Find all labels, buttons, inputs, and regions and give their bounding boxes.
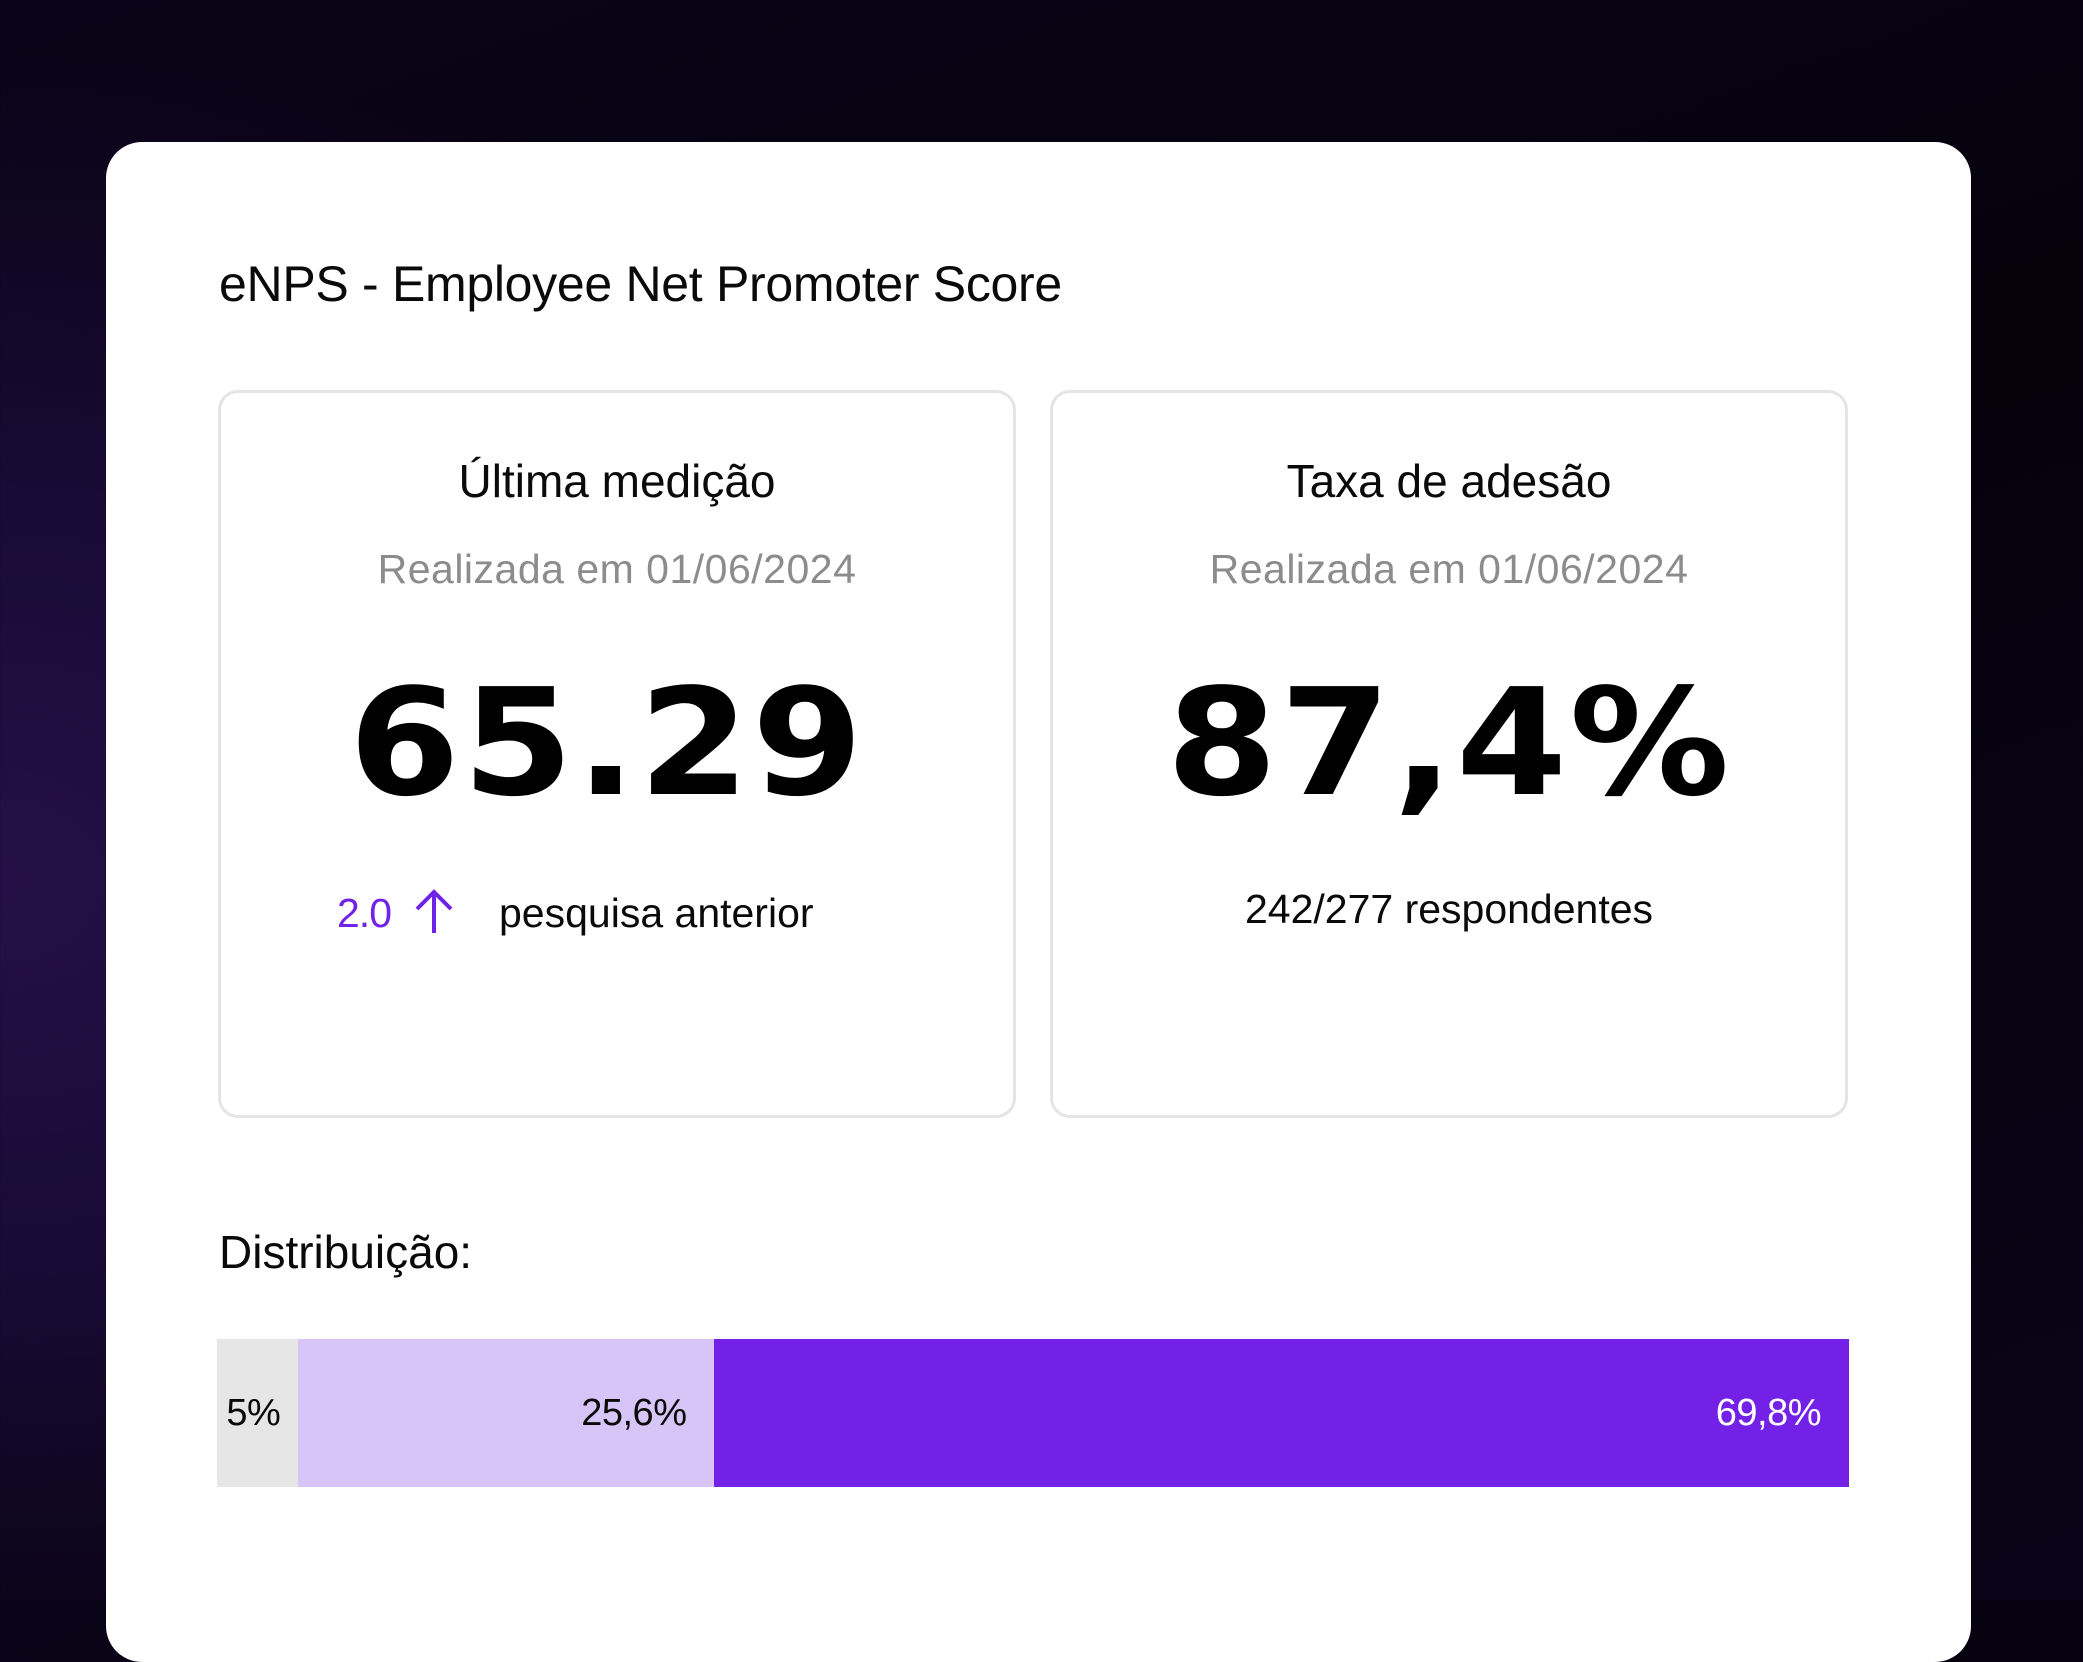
last-measurement-card: Última medição Realizada em 01/06/2024 6… — [218, 390, 1016, 1118]
segment-label: 69,8% — [1715, 1391, 1822, 1434]
enps-panel: eNPS - Employee Net Promoter Score Últim… — [106, 142, 1971, 1662]
passives-segment: 25,6% — [298, 1339, 715, 1487]
distribution-title: Distribuição: — [219, 1226, 473, 1278]
score-delta: 2.0 pesquisa anterior — [221, 883, 1013, 939]
detractors-segment: 5% — [217, 1339, 299, 1487]
adhesion-rate-card: Taxa de adesão Realizada em 01/06/2024 8… — [1050, 390, 1848, 1118]
delta-value: 2.0 — [337, 890, 392, 936]
arrow-up-icon — [413, 889, 455, 933]
measurement-date: Realizada em 01/06/2024 — [377, 546, 857, 592]
card-title: Taxa de adesão — [1286, 455, 1612, 507]
respondents-count: 242/277 respondentes — [1053, 883, 1845, 935]
card-title: Última medição — [458, 455, 776, 507]
measurement-date: Realizada em 01/06/2024 — [1209, 546, 1689, 592]
enps-score: 65.29 — [348, 657, 866, 829]
respondents-label: 242/277 respondentes — [1244, 886, 1654, 932]
segment-label: 5% — [226, 1391, 281, 1434]
page-title: eNPS - Employee Net Promoter Score — [219, 256, 1062, 312]
promoters-segment: 69,8% — [714, 1339, 1849, 1487]
adhesion-rate-value: 87,4% — [1166, 657, 1732, 829]
segment-label: 25,6% — [581, 1391, 687, 1434]
delta-label: pesquisa anterior — [499, 890, 814, 936]
distribution-bar: 5% 25,6% 69,8% — [217, 1339, 1849, 1487]
